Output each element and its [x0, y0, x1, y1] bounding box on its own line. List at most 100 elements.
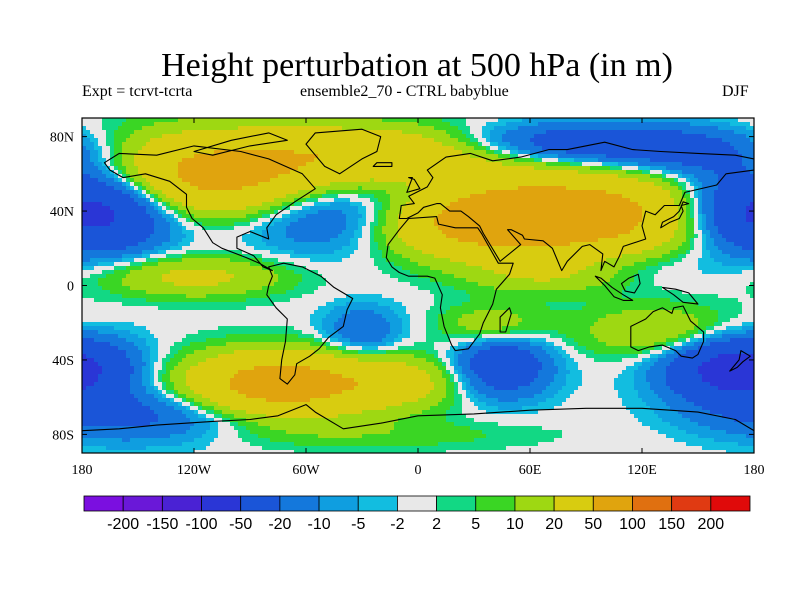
field-cell: [266, 214, 271, 219]
field-cell: [310, 218, 315, 223]
field-cell: [110, 430, 115, 435]
field-cell: [98, 282, 103, 287]
field-cell: [190, 226, 195, 231]
field-cell: [210, 138, 215, 143]
field-cell: [286, 118, 291, 123]
field-cell: [298, 122, 303, 127]
field-cell: [130, 270, 135, 275]
field-cell: [210, 366, 215, 371]
field-cell: [298, 422, 303, 427]
field-cell: [270, 246, 275, 251]
field-cell: [234, 338, 239, 343]
field-cell: [246, 298, 251, 303]
field-cell: [218, 254, 223, 259]
field-cell: [182, 198, 187, 203]
field-cell: [170, 306, 175, 311]
field-cell: [82, 350, 87, 355]
field-cell: [86, 138, 91, 143]
field-cell: [162, 198, 167, 203]
field-cell: [270, 438, 275, 443]
field-cell: [190, 278, 195, 283]
field-cell: [138, 158, 143, 163]
field-cell: [110, 178, 115, 183]
field-cell: [150, 310, 155, 315]
field-cell: [262, 382, 267, 387]
field-cell: [222, 214, 227, 219]
field-cell: [122, 398, 127, 403]
field-cell: [134, 118, 139, 123]
field-cell: [198, 378, 203, 383]
field-cell: [198, 130, 203, 135]
field-cell: [134, 254, 139, 259]
field-cell: [94, 190, 99, 195]
field-cell: [306, 390, 311, 395]
field-cell: [250, 294, 255, 299]
contour-field: [82, 118, 755, 455]
field-cell: [226, 298, 231, 303]
field-cell: [226, 394, 231, 399]
field-cell: [190, 366, 195, 371]
field-cell: [270, 206, 275, 211]
field-cell: [254, 210, 259, 215]
field-cell: [258, 122, 263, 127]
field-cell: [258, 202, 263, 207]
field-cell: [290, 230, 295, 235]
field-cell: [226, 386, 231, 391]
field-cell: [126, 186, 131, 191]
field-cell: [86, 258, 91, 263]
field-cell: [114, 142, 119, 147]
field-cell: [226, 230, 231, 235]
field-cell: [278, 394, 283, 399]
field-cell: [142, 142, 147, 147]
field-cell: [270, 390, 275, 395]
field-cell: [314, 374, 319, 379]
field-cell: [162, 238, 167, 243]
field-cell: [234, 178, 239, 183]
field-cell: [170, 118, 175, 123]
field-cell: [86, 170, 91, 175]
field-cell: [234, 186, 239, 191]
field-cell: [158, 326, 163, 331]
field-cell: [166, 254, 171, 259]
field-cell: [106, 258, 111, 263]
field-cell: [262, 354, 267, 359]
field-cell: [226, 286, 231, 291]
field-cell: [278, 226, 283, 231]
field-cell: [270, 190, 275, 195]
field-cell: [166, 302, 171, 307]
field-cell: [254, 350, 259, 355]
field-cell: [218, 118, 223, 123]
field-cell: [242, 358, 247, 363]
field-cell: [170, 174, 175, 179]
field-cell: [226, 410, 231, 415]
field-cell: [154, 314, 159, 319]
field-cell: [90, 122, 95, 127]
field-cell: [198, 394, 203, 399]
field-cell: [110, 302, 115, 307]
field-cell: [266, 410, 271, 415]
field-cell: [170, 290, 175, 295]
field-cell: [98, 278, 103, 283]
field-cell: [98, 378, 103, 383]
field-cell: [238, 270, 243, 275]
field-cell: [262, 386, 267, 391]
field-cell: [110, 118, 115, 123]
field-cell: [202, 218, 207, 223]
field-cell: [222, 326, 227, 331]
field-cell: [226, 322, 231, 327]
field-cell: [282, 234, 287, 239]
field-cell: [318, 214, 323, 219]
field-cell: [186, 374, 191, 379]
field-cell: [130, 186, 135, 191]
field-cell: [178, 162, 183, 167]
field-cell: [202, 310, 207, 315]
field-cell: [310, 298, 315, 303]
field-cell: [122, 422, 127, 427]
field-cell: [90, 206, 95, 211]
field-cell: [114, 398, 119, 403]
field-cell: [262, 226, 267, 231]
field-cell: [298, 206, 303, 211]
field-cell: [238, 330, 243, 335]
field-cell: [198, 366, 203, 371]
field-cell: [286, 418, 291, 423]
